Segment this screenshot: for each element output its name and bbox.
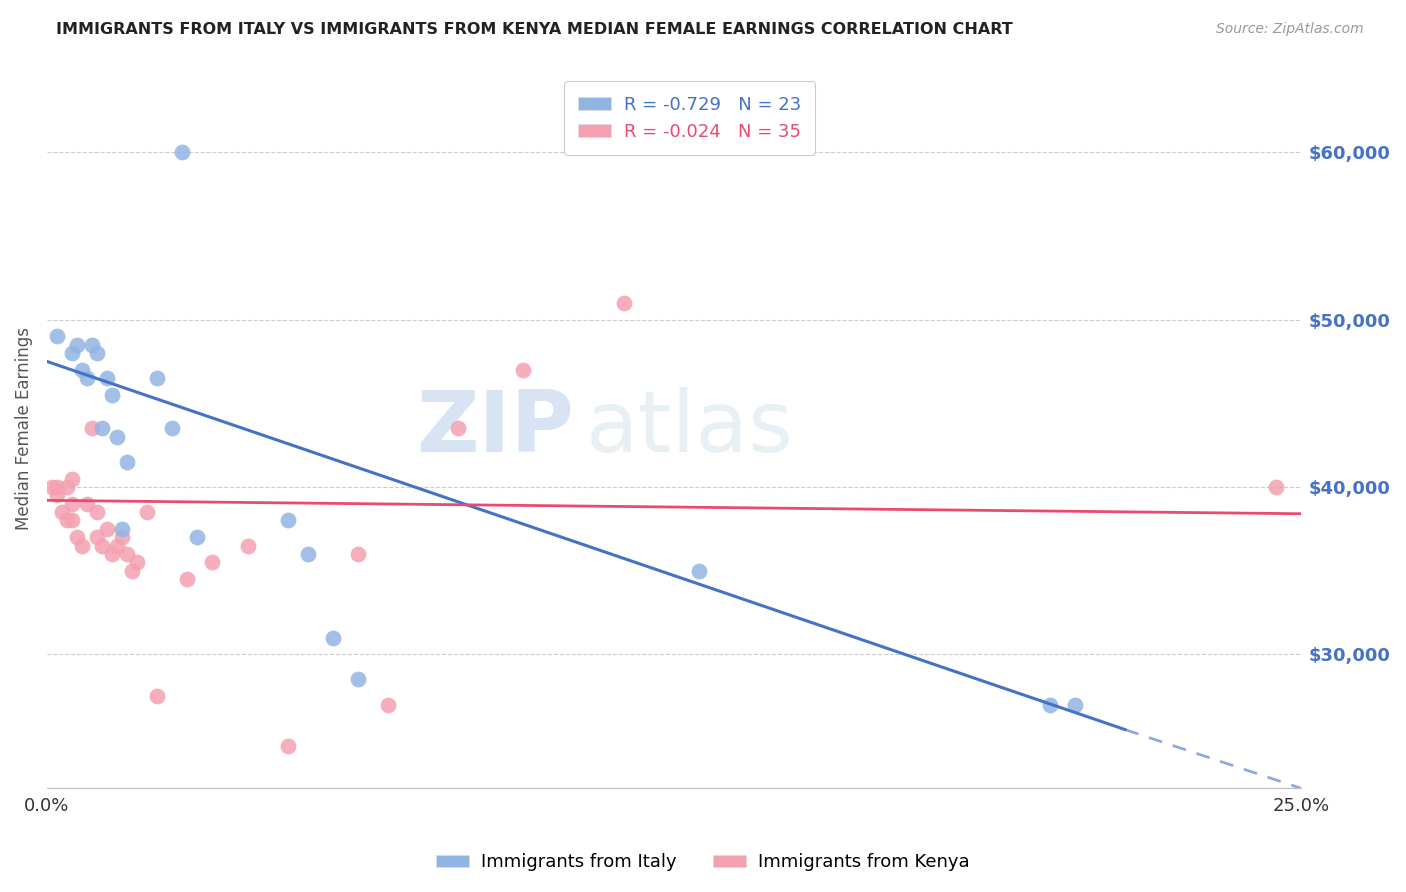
Point bbox=[56, 513, 79, 527]
Point bbox=[613, 296, 636, 310]
Point bbox=[115, 547, 138, 561]
Point bbox=[45, 329, 67, 343]
Text: IMMIGRANTS FROM ITALY VS IMMIGRANTS FROM KENYA MEDIAN FEMALE EARNINGS CORRELATIO: IMMIGRANTS FROM ITALY VS IMMIGRANTS FROM… bbox=[56, 22, 1012, 37]
Point bbox=[105, 539, 128, 553]
Point bbox=[76, 371, 98, 385]
Point bbox=[146, 371, 169, 385]
Point bbox=[127, 555, 149, 569]
Point bbox=[101, 547, 124, 561]
Point bbox=[41, 480, 63, 494]
Point bbox=[136, 505, 159, 519]
Text: atlas: atlas bbox=[586, 387, 794, 470]
Point bbox=[1039, 698, 1062, 712]
Point bbox=[277, 739, 299, 754]
Point bbox=[277, 513, 299, 527]
Point bbox=[66, 337, 89, 351]
Point bbox=[512, 363, 534, 377]
Point bbox=[115, 455, 138, 469]
Point bbox=[45, 480, 67, 494]
Point bbox=[322, 631, 344, 645]
Point bbox=[86, 530, 108, 544]
Point bbox=[172, 145, 194, 160]
Point bbox=[1064, 698, 1087, 712]
Point bbox=[201, 555, 224, 569]
Point bbox=[236, 539, 259, 553]
Point bbox=[86, 346, 108, 360]
Point bbox=[56, 480, 79, 494]
Point bbox=[176, 572, 198, 586]
Point bbox=[60, 472, 83, 486]
Text: Source: ZipAtlas.com: Source: ZipAtlas.com bbox=[1216, 22, 1364, 37]
Point bbox=[91, 421, 114, 435]
Point bbox=[186, 530, 208, 544]
Point bbox=[111, 530, 134, 544]
Point bbox=[70, 363, 93, 377]
Legend: Immigrants from Italy, Immigrants from Kenya: Immigrants from Italy, Immigrants from K… bbox=[429, 847, 977, 879]
Point bbox=[146, 689, 169, 703]
Point bbox=[45, 488, 67, 502]
Point bbox=[70, 539, 93, 553]
Point bbox=[51, 505, 73, 519]
Point bbox=[96, 522, 118, 536]
Text: ZIP: ZIP bbox=[416, 387, 574, 470]
Point bbox=[121, 564, 143, 578]
Point bbox=[447, 421, 470, 435]
Point bbox=[347, 547, 370, 561]
Point bbox=[80, 421, 103, 435]
Point bbox=[162, 421, 184, 435]
Y-axis label: Median Female Earnings: Median Female Earnings bbox=[15, 326, 32, 530]
Point bbox=[66, 530, 89, 544]
Point bbox=[96, 371, 118, 385]
Point bbox=[76, 497, 98, 511]
Point bbox=[297, 547, 319, 561]
Point bbox=[377, 698, 399, 712]
Point bbox=[101, 388, 124, 402]
Point bbox=[60, 497, 83, 511]
Point bbox=[60, 513, 83, 527]
Point bbox=[688, 564, 710, 578]
Legend: R = -0.729   N = 23, R = -0.024   N = 35: R = -0.729 N = 23, R = -0.024 N = 35 bbox=[564, 81, 815, 155]
Point bbox=[86, 505, 108, 519]
Point bbox=[1264, 480, 1286, 494]
Point bbox=[60, 346, 83, 360]
Point bbox=[105, 430, 128, 444]
Point bbox=[111, 522, 134, 536]
Point bbox=[347, 673, 370, 687]
Point bbox=[91, 539, 114, 553]
Point bbox=[80, 337, 103, 351]
